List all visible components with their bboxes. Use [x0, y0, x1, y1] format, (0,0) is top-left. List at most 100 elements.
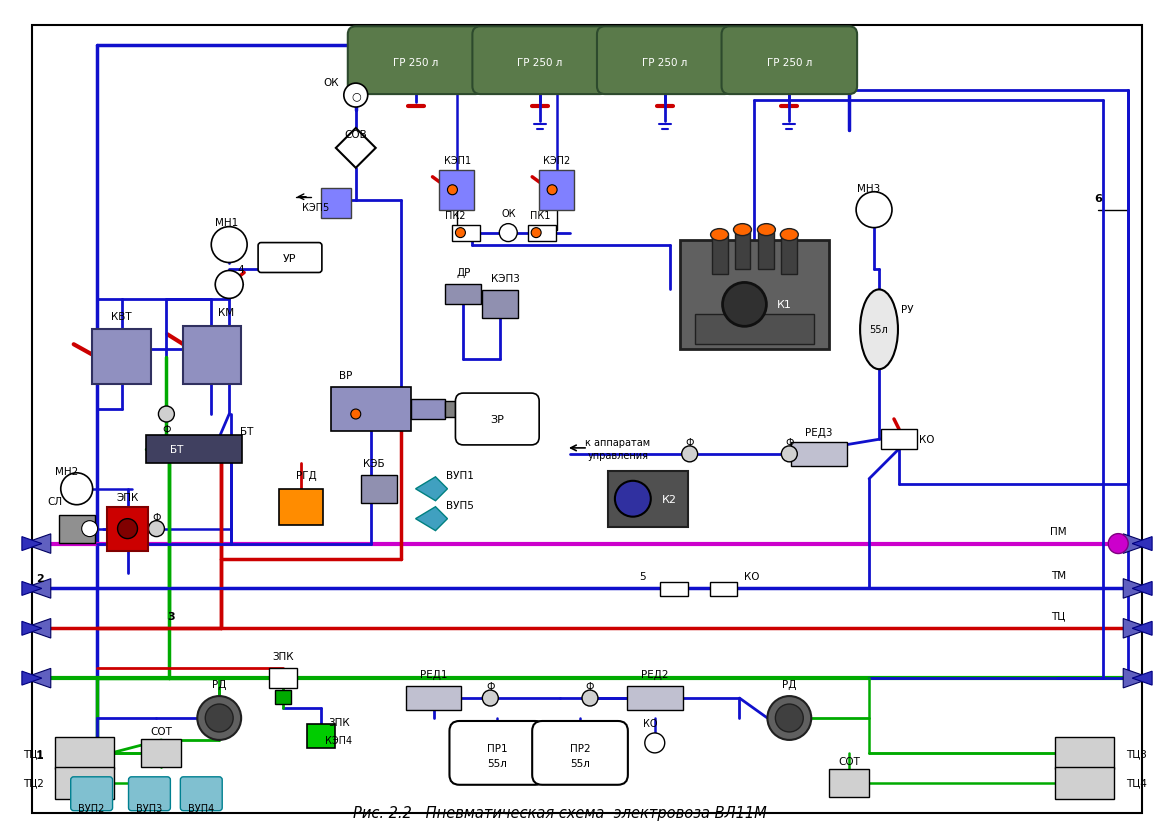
Bar — [445, 401, 471, 417]
Polygon shape — [1132, 622, 1152, 635]
Bar — [680, 240, 829, 349]
Text: ЗПК: ЗПК — [272, 651, 294, 661]
Text: СОТ: СОТ — [838, 756, 861, 766]
Text: КМ: КМ — [218, 308, 235, 318]
Bar — [709, 583, 737, 597]
FancyBboxPatch shape — [55, 767, 114, 798]
Polygon shape — [416, 507, 447, 531]
Text: ПК2: ПК2 — [445, 211, 466, 221]
Circle shape — [615, 482, 650, 517]
Bar — [439, 171, 474, 211]
Circle shape — [768, 696, 811, 740]
Circle shape — [1108, 534, 1128, 554]
Text: ВУП3: ВУП3 — [136, 803, 162, 813]
Polygon shape — [782, 235, 797, 275]
Bar — [183, 327, 241, 385]
Text: ПР2: ПР2 — [569, 743, 591, 753]
Text: ТЦ3: ТЦ3 — [1126, 748, 1147, 758]
Bar — [627, 686, 683, 710]
Polygon shape — [1132, 671, 1152, 686]
Polygon shape — [735, 231, 750, 270]
FancyBboxPatch shape — [181, 777, 222, 811]
FancyBboxPatch shape — [829, 769, 869, 797]
Text: 1: 1 — [36, 750, 43, 760]
FancyBboxPatch shape — [348, 28, 484, 95]
Text: Ф: Ф — [486, 681, 494, 691]
Bar — [147, 436, 242, 463]
Polygon shape — [22, 619, 50, 639]
FancyBboxPatch shape — [532, 721, 628, 785]
Text: ГР 250 л: ГР 250 л — [767, 59, 812, 68]
Circle shape — [344, 84, 367, 108]
Text: КО: КО — [919, 435, 935, 445]
Text: КЭП4: КЭП4 — [325, 735, 352, 745]
Text: ТМ: ТМ — [1051, 571, 1066, 581]
Bar — [321, 189, 351, 218]
Polygon shape — [22, 579, 50, 599]
Bar — [279, 489, 323, 525]
Polygon shape — [22, 671, 42, 686]
Text: Ф: Ф — [162, 425, 170, 435]
Text: ГР 250 л: ГР 250 л — [518, 59, 562, 68]
Circle shape — [61, 473, 93, 505]
Text: МН2: МН2 — [55, 466, 79, 477]
FancyBboxPatch shape — [55, 737, 114, 769]
Text: ОК: ОК — [323, 78, 338, 88]
Text: 55л: 55л — [571, 758, 591, 768]
Bar — [107, 507, 148, 551]
Text: КЭБ: КЭБ — [363, 458, 385, 468]
Text: БТ: БТ — [170, 445, 183, 454]
Circle shape — [148, 521, 164, 537]
Bar — [331, 388, 411, 431]
Text: К1: К1 — [777, 300, 791, 310]
Text: РЕД3: РЕД3 — [805, 427, 834, 437]
Polygon shape — [22, 622, 42, 635]
Text: ВР: ВР — [339, 370, 352, 380]
Text: Ф: Ф — [785, 437, 794, 447]
Text: КО: КО — [642, 718, 657, 728]
Text: 3: 3 — [168, 612, 175, 622]
Text: ДР: ДР — [457, 268, 471, 278]
Ellipse shape — [734, 224, 751, 237]
Text: КЭП3: КЭП3 — [491, 274, 520, 284]
Text: К2: К2 — [662, 494, 677, 504]
Polygon shape — [22, 582, 42, 596]
Text: Ф: Ф — [153, 512, 161, 522]
Text: ГР 250 л: ГР 250 л — [393, 59, 438, 68]
Polygon shape — [22, 534, 50, 553]
Text: БТ: БТ — [241, 426, 254, 436]
Polygon shape — [1124, 579, 1152, 599]
Text: 2: 2 — [36, 573, 43, 584]
Text: ВУП2: ВУП2 — [79, 803, 104, 813]
Circle shape — [722, 283, 767, 327]
Text: ПМ: ПМ — [1050, 526, 1067, 536]
Bar — [608, 472, 688, 527]
Text: ЭПК: ЭПК — [116, 492, 139, 502]
Text: СОВ: СОВ — [344, 130, 367, 140]
Circle shape — [447, 186, 458, 196]
Text: РЕД1: РЕД1 — [420, 670, 447, 680]
Bar — [269, 668, 297, 688]
Text: МН3: МН3 — [857, 184, 880, 193]
Text: Рис. 2.2   Пневматическая схема  электровоза ВЛ11М: Рис. 2.2 Пневматическая схема электровоз… — [353, 805, 767, 820]
Ellipse shape — [781, 229, 798, 242]
Bar — [59, 515, 95, 543]
Bar — [528, 226, 556, 242]
Text: РГД: РГД — [296, 470, 316, 480]
FancyBboxPatch shape — [450, 721, 545, 785]
Polygon shape — [22, 669, 50, 688]
Bar — [405, 686, 461, 710]
Circle shape — [856, 192, 892, 228]
Bar — [483, 291, 518, 319]
FancyBboxPatch shape — [1055, 737, 1114, 769]
Polygon shape — [1132, 582, 1152, 596]
FancyBboxPatch shape — [472, 28, 608, 95]
Bar — [695, 315, 815, 344]
Circle shape — [82, 521, 97, 537]
Polygon shape — [711, 235, 728, 275]
Text: ГР 250 л: ГР 250 л — [642, 59, 688, 68]
Bar — [411, 400, 445, 420]
Bar — [445, 285, 481, 305]
Circle shape — [197, 696, 241, 740]
Bar — [360, 475, 397, 503]
